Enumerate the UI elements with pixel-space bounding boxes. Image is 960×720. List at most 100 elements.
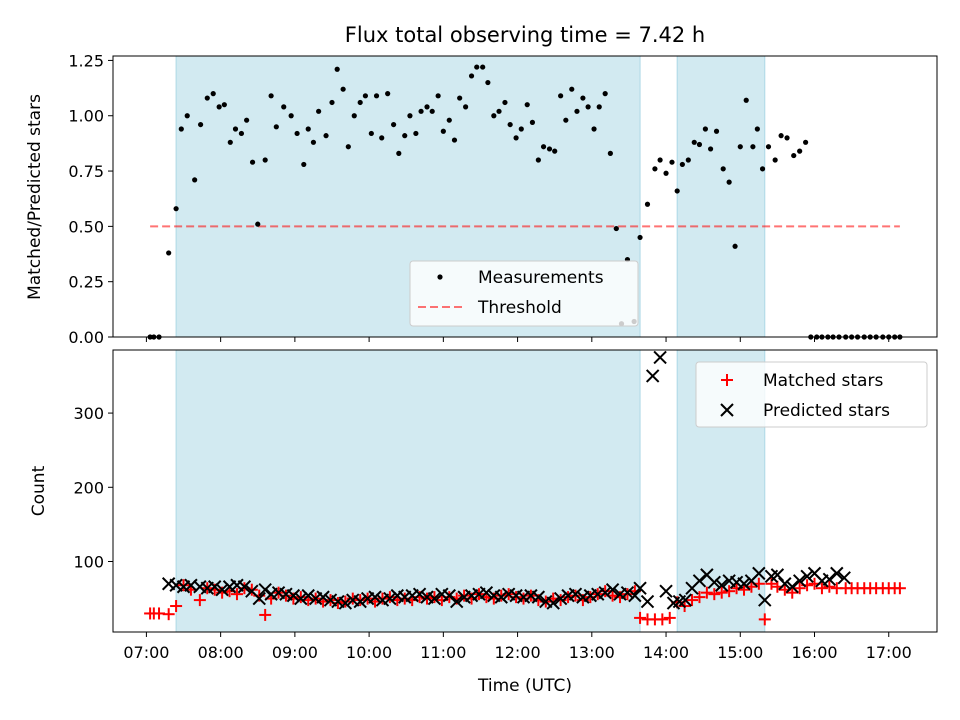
measurement-point bbox=[429, 108, 435, 114]
predicted-star-point bbox=[758, 593, 772, 607]
measurement-point bbox=[249, 159, 256, 165]
observing-window-2 bbox=[676, 55, 766, 338]
measurement-point bbox=[379, 135, 385, 141]
predicted-star-point bbox=[653, 350, 667, 365]
predicted-star-point bbox=[353, 594, 367, 609]
bottom-y-tick-label: 300 bbox=[73, 404, 104, 423]
measurement-point bbox=[778, 133, 784, 139]
measurement-point bbox=[474, 64, 480, 70]
measurement-point bbox=[713, 128, 720, 134]
measurement-point bbox=[255, 221, 261, 227]
matched-star-point bbox=[621, 588, 634, 601]
matched-star-point bbox=[230, 588, 243, 601]
measurement-point bbox=[232, 126, 239, 132]
predicted-star-point bbox=[301, 588, 315, 603]
measurement-point bbox=[772, 157, 778, 163]
measurement-points bbox=[147, 64, 903, 340]
measurement-point bbox=[288, 113, 294, 119]
predicted-star-point bbox=[553, 591, 568, 606]
measurement-point bbox=[707, 146, 714, 152]
predicted-star-point bbox=[449, 594, 464, 609]
measurement-point bbox=[197, 121, 204, 128]
measurement-point bbox=[726, 179, 732, 185]
measurement-point bbox=[391, 121, 397, 128]
measurement-point bbox=[238, 130, 245, 137]
measurement-point bbox=[759, 166, 766, 172]
measurement-point bbox=[305, 126, 311, 132]
measurement-point bbox=[463, 104, 469, 110]
legend-matched-marker bbox=[721, 374, 733, 386]
chart-title: Flux total observing time = 7.42 h bbox=[345, 23, 705, 47]
measurement-point bbox=[669, 159, 675, 165]
matched-star-point bbox=[700, 586, 713, 599]
matched-star-point bbox=[177, 579, 190, 592]
top-y-tick-label: 0.25 bbox=[68, 273, 104, 292]
top-panel: 0.00 0.25 0.50 0.75 1.00 1.25 Matched/Predict… bbox=[25, 51, 938, 347]
predicted-star-point bbox=[494, 590, 508, 604]
measurement-point bbox=[765, 144, 772, 150]
measurement-point bbox=[451, 137, 458, 143]
matched-star-point bbox=[715, 586, 728, 599]
top-y-tick-label: 0.50 bbox=[68, 217, 104, 236]
x-tick-label: 17:00 bbox=[866, 643, 912, 662]
matched-star-point bbox=[294, 591, 307, 604]
measurement-point bbox=[340, 86, 346, 92]
predicted-star-point bbox=[785, 580, 799, 594]
measurement-point bbox=[424, 104, 430, 110]
measurement-point bbox=[268, 93, 274, 99]
measurement-point bbox=[418, 108, 424, 114]
measurement-point bbox=[184, 113, 190, 119]
predicted-star-point bbox=[737, 577, 751, 591]
matched-star-point bbox=[458, 589, 471, 602]
measurement-point bbox=[496, 108, 502, 114]
measurement-point bbox=[351, 113, 357, 119]
matched-star-point bbox=[786, 586, 799, 599]
predicted-star-point bbox=[822, 572, 837, 587]
measurement-point bbox=[580, 95, 586, 101]
measurement-point bbox=[732, 243, 738, 249]
matched-star-point bbox=[686, 594, 699, 607]
measurement-point bbox=[563, 117, 569, 123]
matched-star-point bbox=[663, 611, 676, 624]
top-y-ticks: 0.00 0.25 0.50 0.75 1.00 1.25 bbox=[68, 51, 113, 347]
predicted-star-point bbox=[752, 566, 766, 581]
predicted-star-point bbox=[252, 591, 266, 606]
measurement-point bbox=[585, 104, 591, 110]
predicted-star-point bbox=[792, 574, 807, 588]
bottom-legend-box bbox=[695, 361, 928, 428]
measurement-point bbox=[323, 133, 329, 139]
measurement-point bbox=[750, 144, 756, 150]
measurement-point bbox=[166, 250, 172, 256]
matched-star-point bbox=[354, 594, 367, 607]
top-y-axis-label: Matched/Predicted stars bbox=[25, 94, 45, 300]
predicted-star-point bbox=[715, 578, 729, 592]
legend-matched-label: Matched stars bbox=[763, 371, 883, 391]
measurement-point bbox=[644, 201, 651, 207]
measurement-point bbox=[373, 93, 380, 99]
measurement-point bbox=[679, 161, 685, 168]
measurement-point bbox=[591, 126, 597, 132]
measurement-point bbox=[216, 104, 222, 110]
bottom-y-tick-label: 200 bbox=[73, 478, 104, 497]
x-tick-label: 08:00 bbox=[198, 643, 244, 662]
x-tick-label: 16:00 bbox=[791, 643, 837, 662]
legend-predicted-label: Predicted stars bbox=[763, 401, 890, 421]
measurement-point bbox=[440, 128, 446, 134]
legend-predicted-marker bbox=[720, 403, 734, 417]
measurement-point bbox=[294, 130, 300, 137]
measurement-point bbox=[480, 64, 486, 70]
bottom-y-axis-label: Count bbox=[29, 465, 49, 516]
measurement-point bbox=[524, 102, 530, 108]
predicted-star-point bbox=[778, 577, 792, 591]
measurement-point bbox=[674, 188, 680, 194]
matched-star-point bbox=[170, 600, 183, 613]
measurement-point bbox=[784, 135, 790, 141]
predicted-star-point bbox=[479, 585, 494, 600]
x-tick-label: 11:00 bbox=[420, 643, 466, 662]
legend-measurements-marker bbox=[437, 274, 443, 280]
matched-star-point bbox=[823, 580, 836, 593]
top-y-tick-label: 1.25 bbox=[68, 51, 104, 70]
measurement-point bbox=[385, 91, 391, 97]
measurement-point bbox=[310, 139, 317, 145]
predicted-star-point bbox=[286, 588, 301, 603]
